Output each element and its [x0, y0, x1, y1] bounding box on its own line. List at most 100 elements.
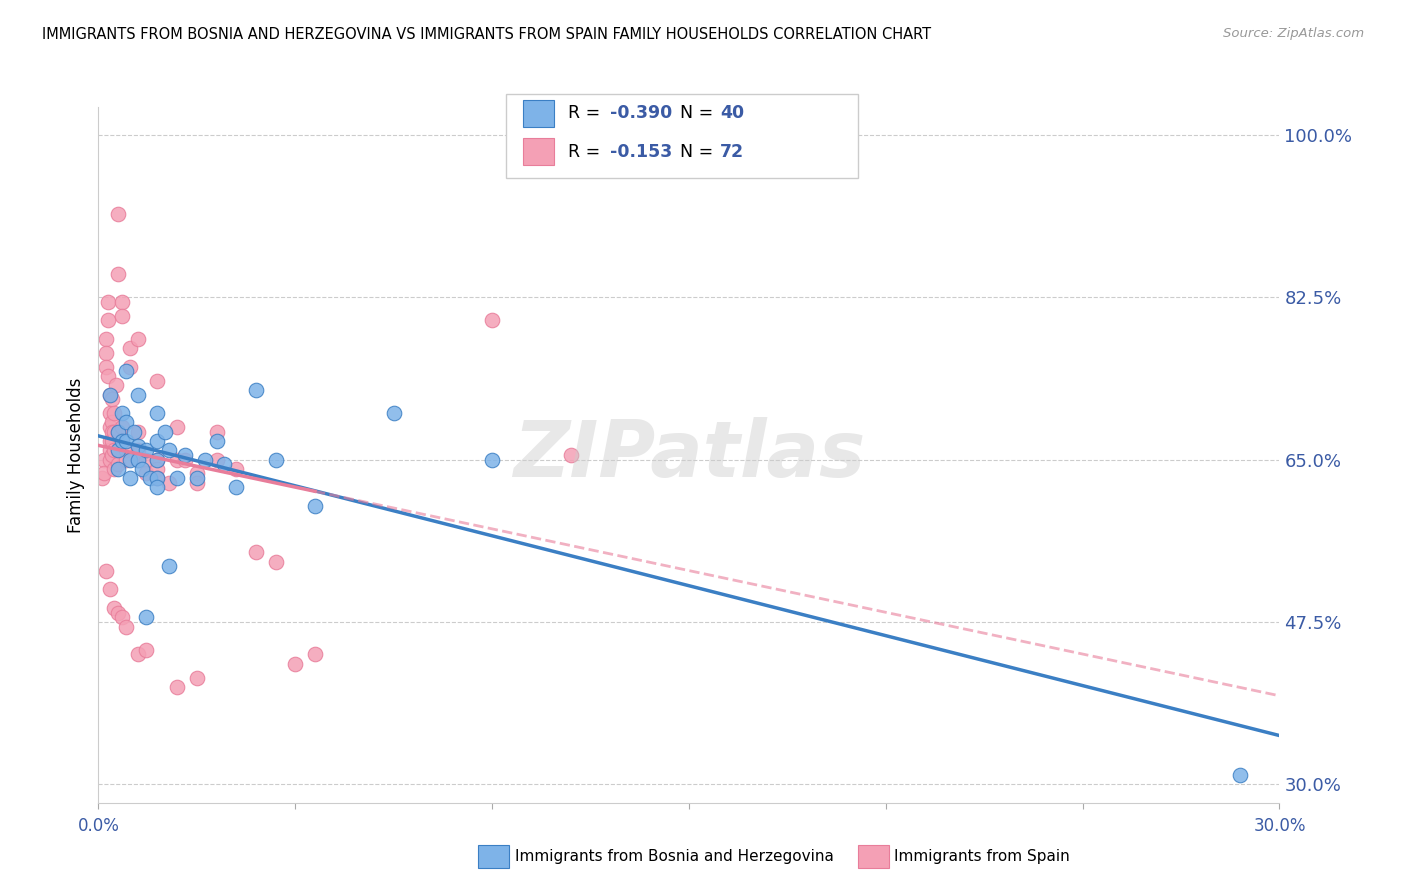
Point: [111, 294, 134, 309]
Point: [225, 480, 247, 494]
Point: [225, 462, 247, 476]
Point: [186, 471, 208, 485]
Point: [93, 467, 115, 481]
Point: [107, 425, 129, 439]
Point: [481, 313, 503, 327]
Point: [127, 425, 149, 439]
Point: [264, 555, 287, 569]
Point: [245, 383, 267, 397]
Point: [107, 267, 129, 281]
Point: [135, 443, 157, 458]
Point: [103, 443, 125, 458]
Point: [97, 294, 120, 309]
Point: [382, 406, 405, 420]
Text: N =: N =: [669, 143, 718, 161]
Point: [98, 387, 121, 401]
Point: [98, 582, 121, 597]
Text: Source: ZipAtlas.com: Source: ZipAtlas.com: [1223, 27, 1364, 40]
Point: [205, 434, 228, 448]
Point: [98, 387, 121, 401]
Point: [115, 434, 138, 448]
Point: [98, 434, 121, 448]
Point: [214, 457, 236, 471]
Point: [264, 452, 287, 467]
Point: [560, 448, 582, 462]
Point: [284, 657, 307, 671]
Point: [103, 425, 125, 439]
Text: 0.0%: 0.0%: [77, 817, 120, 835]
Point: [103, 462, 125, 476]
Point: [111, 406, 134, 420]
Point: [1229, 768, 1251, 782]
Point: [186, 467, 208, 481]
Point: [107, 462, 129, 476]
Point: [166, 680, 188, 694]
Point: [146, 406, 169, 420]
Point: [111, 420, 134, 434]
Point: [186, 475, 208, 490]
Point: [107, 457, 129, 471]
Point: [96, 332, 118, 346]
Point: [166, 420, 188, 434]
Point: [111, 309, 134, 323]
Point: [97, 313, 120, 327]
Text: IMMIGRANTS FROM BOSNIA AND HERZEGOVINA VS IMMIGRANTS FROM SPAIN FAMILY HOUSEHOLD: IMMIGRANTS FROM BOSNIA AND HERZEGOVINA V…: [42, 27, 931, 42]
Point: [101, 416, 124, 430]
Point: [174, 452, 197, 467]
Point: [131, 462, 153, 476]
Point: [135, 642, 157, 657]
Point: [91, 471, 114, 485]
Text: -0.153: -0.153: [610, 143, 672, 161]
Point: [205, 425, 228, 439]
Point: [186, 671, 208, 685]
Point: [157, 443, 180, 458]
Text: Immigrants from Bosnia and Herzegovina: Immigrants from Bosnia and Herzegovina: [515, 849, 834, 863]
Point: [115, 452, 138, 467]
Text: Immigrants from Spain: Immigrants from Spain: [894, 849, 1070, 863]
Point: [146, 434, 169, 448]
Point: [115, 416, 138, 430]
Point: [98, 420, 121, 434]
Point: [135, 452, 157, 467]
Point: [111, 434, 134, 448]
Point: [97, 369, 120, 384]
Point: [157, 559, 180, 574]
Point: [157, 475, 180, 490]
Point: [103, 406, 125, 420]
Point: [146, 471, 169, 485]
Point: [118, 341, 141, 355]
Text: -0.390: -0.390: [610, 104, 672, 122]
Point: [96, 359, 118, 374]
Point: [205, 452, 228, 467]
Point: [127, 648, 149, 662]
Point: [146, 374, 169, 388]
Point: [166, 452, 188, 467]
Point: [107, 606, 129, 620]
Point: [118, 452, 141, 467]
Point: [101, 392, 124, 407]
Point: [146, 480, 169, 494]
Point: [174, 448, 197, 462]
Point: [111, 610, 134, 624]
Point: [138, 471, 160, 485]
Text: N =: N =: [669, 104, 718, 122]
Point: [166, 471, 188, 485]
Point: [304, 499, 326, 513]
Point: [103, 601, 125, 615]
Point: [107, 443, 129, 458]
Point: [98, 406, 121, 420]
Point: [127, 439, 149, 453]
Point: [122, 425, 145, 439]
Text: R =: R =: [568, 143, 612, 161]
Point: [135, 467, 157, 481]
Point: [194, 452, 217, 467]
Point: [146, 462, 169, 476]
Text: ZIPatlas: ZIPatlas: [513, 417, 865, 493]
Y-axis label: Family Households: Family Households: [67, 377, 86, 533]
Point: [107, 425, 129, 439]
Point: [101, 425, 124, 439]
Point: [101, 448, 124, 462]
Point: [98, 443, 121, 458]
Point: [96, 346, 118, 360]
Point: [304, 648, 326, 662]
